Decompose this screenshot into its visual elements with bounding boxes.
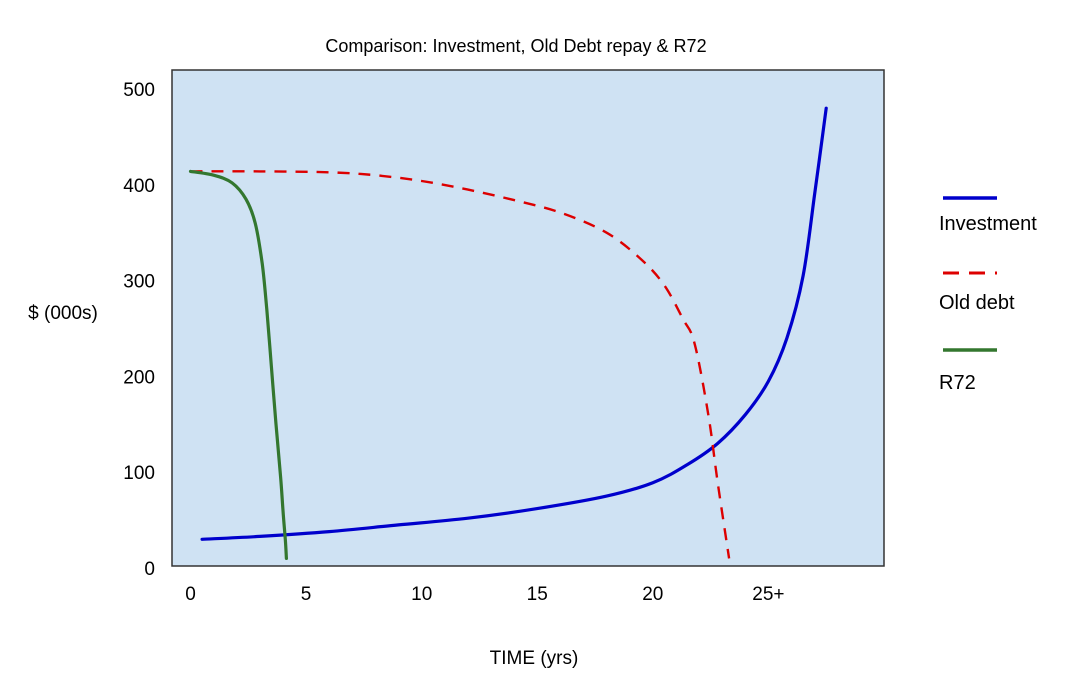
x-tick-label: 20 bbox=[642, 584, 663, 605]
x-axis-label: TIME (yrs) bbox=[490, 648, 579, 669]
legend-label-investment: Investment bbox=[939, 213, 1037, 235]
y-tick-label: 400 bbox=[123, 176, 155, 197]
series-line-r72 bbox=[188, 169, 288, 560]
y-tick-labels: 0 100 200 300 400 500 bbox=[123, 80, 155, 580]
y-tick-label: 500 bbox=[123, 80, 155, 101]
x-tick-labels: 0 5 10 15 20 25+ bbox=[185, 584, 784, 605]
x-tick-label: 5 bbox=[301, 584, 312, 605]
series-line-investment bbox=[200, 106, 828, 541]
series-line-old-debt bbox=[190, 170, 731, 559]
x-tick-label: 0 bbox=[185, 584, 196, 605]
x-tick-label: 15 bbox=[527, 584, 548, 605]
y-axis-label: $ (000s) bbox=[28, 303, 98, 324]
legend-label-old-debt: Old debt bbox=[939, 292, 1015, 314]
x-tick-label: 10 bbox=[411, 584, 432, 605]
y-tick-label: 300 bbox=[123, 272, 155, 293]
plot-area bbox=[171, 69, 885, 567]
x-tick-label: 25+ bbox=[752, 584, 784, 605]
chart-title: Comparison: Investment, Old Debt repay &… bbox=[325, 36, 706, 56]
series-layer bbox=[188, 106, 828, 560]
y-tick-label: 0 bbox=[144, 559, 155, 580]
y-tick-label: 100 bbox=[123, 463, 155, 484]
legend-label-r72: R72 bbox=[939, 372, 976, 394]
legend: Investment Old debt R72 bbox=[939, 196, 1037, 394]
y-tick-label: 200 bbox=[123, 367, 155, 388]
